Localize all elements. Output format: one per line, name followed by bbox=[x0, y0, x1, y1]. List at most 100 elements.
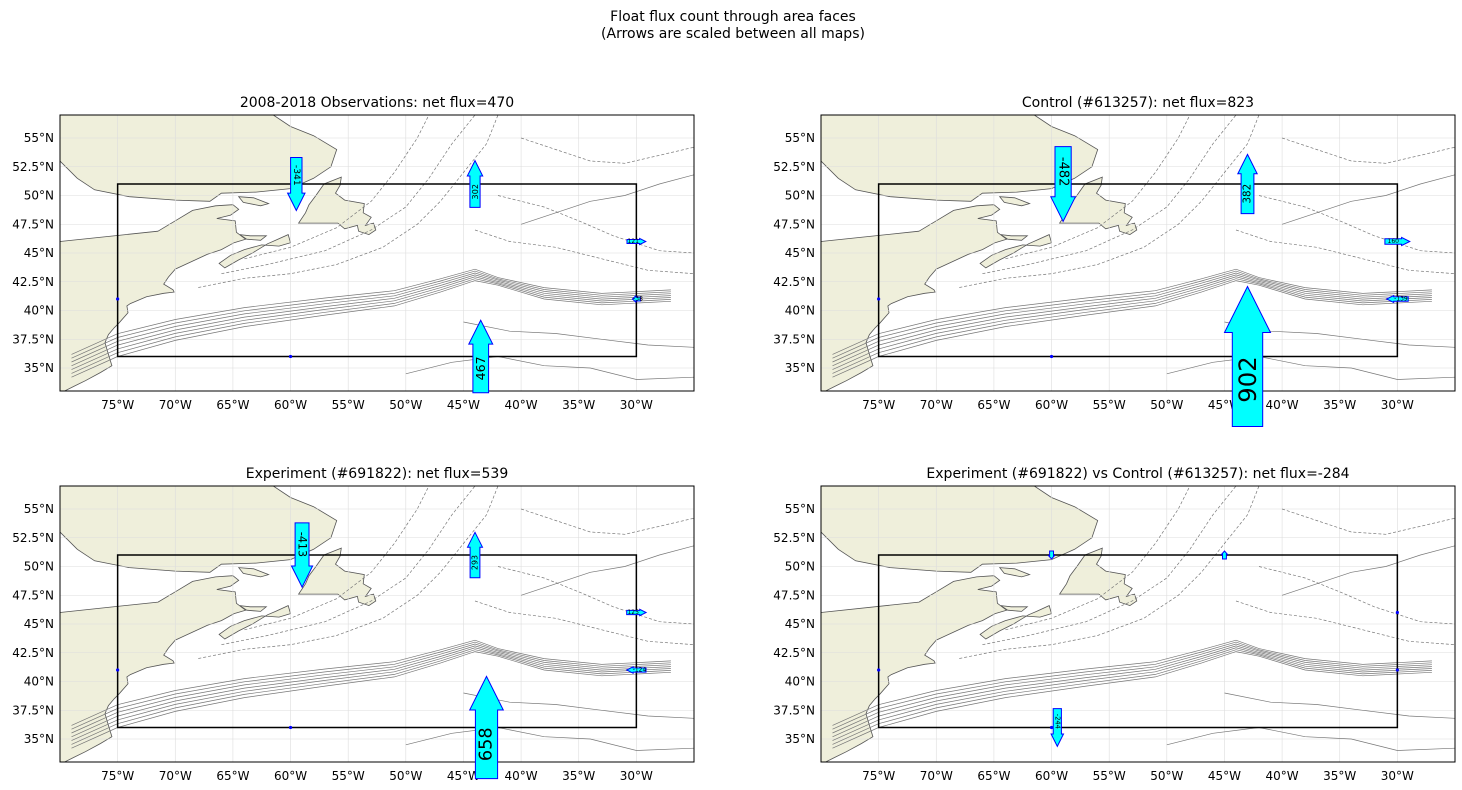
x-tick-label: 45°W bbox=[447, 769, 480, 783]
flux-arrow bbox=[1049, 146, 1077, 223]
map-area bbox=[821, 115, 1455, 391]
contour-line bbox=[463, 321, 694, 348]
contour-line bbox=[71, 645, 671, 738]
axes-frame bbox=[59, 114, 695, 392]
y-tick-label: 42.5°N bbox=[12, 275, 54, 289]
flux-arrow bbox=[288, 725, 293, 730]
flux-arrow bbox=[1395, 610, 1399, 615]
contour-line bbox=[71, 651, 671, 749]
x-tick-label: 50°W bbox=[1150, 398, 1183, 412]
contour-line bbox=[71, 276, 671, 370]
land-mass bbox=[297, 547, 377, 607]
x-tick-label: 70°W bbox=[159, 769, 192, 783]
x-tick-label: 70°W bbox=[920, 769, 953, 783]
flux-arrow bbox=[1220, 550, 1229, 560]
flux-arrow-label: 125 bbox=[627, 609, 639, 616]
flux-arrow-label: -38 bbox=[633, 296, 643, 303]
y-tick-label: 55°N bbox=[24, 131, 54, 145]
contour-line bbox=[71, 639, 671, 726]
flux-arrow bbox=[1385, 294, 1409, 304]
flux-arrow bbox=[1223, 285, 1272, 427]
flux-arrow-label: 293 bbox=[470, 555, 479, 570]
contour-line bbox=[832, 268, 1432, 355]
x-tick-label: 50°W bbox=[389, 398, 422, 412]
y-tick-label: 37.5°N bbox=[12, 332, 54, 346]
flux-arrow bbox=[626, 237, 647, 246]
x-tick-label: 60°W bbox=[274, 769, 307, 783]
flux-arrow-label: 902 bbox=[1233, 356, 1262, 402]
contour-line bbox=[405, 356, 694, 380]
contour-line bbox=[520, 137, 694, 164]
contour-line bbox=[520, 174, 694, 225]
contour-line bbox=[198, 115, 499, 288]
contour-line bbox=[832, 645, 1432, 738]
land-mass bbox=[60, 204, 247, 391]
flux-arrow bbox=[1049, 354, 1054, 359]
contour-line bbox=[832, 649, 1432, 745]
flux-arrow bbox=[116, 668, 120, 672]
x-tick-label: 65°W bbox=[977, 769, 1010, 783]
land-mass bbox=[237, 196, 270, 207]
x-tick-label: 65°W bbox=[216, 769, 249, 783]
y-tick-label: 47.5°N bbox=[773, 588, 815, 602]
land-mass bbox=[60, 575, 247, 762]
contour-line bbox=[71, 270, 671, 359]
land-mass bbox=[239, 605, 268, 612]
contour-line bbox=[221, 115, 476, 275]
contour-line bbox=[497, 195, 694, 254]
contour-line bbox=[71, 649, 671, 745]
contour-line bbox=[244, 486, 430, 631]
x-tick-label: 45°W bbox=[447, 398, 480, 412]
x-tick-label: 75°W bbox=[101, 769, 134, 783]
contour-line bbox=[71, 280, 671, 378]
flux-arrow bbox=[626, 608, 648, 617]
contour-line bbox=[520, 508, 694, 535]
contour-line bbox=[71, 647, 671, 741]
y-tick-label: 40°N bbox=[24, 675, 54, 689]
x-tick-label: 35°W bbox=[562, 769, 595, 783]
contour-line bbox=[1166, 727, 1455, 751]
contour-line bbox=[405, 727, 694, 751]
x-tick-label: 35°W bbox=[1323, 769, 1356, 783]
y-tick-label: 37.5°N bbox=[773, 703, 815, 717]
x-tick-label: 70°W bbox=[920, 398, 953, 412]
x-tick-label: 60°W bbox=[1035, 769, 1068, 783]
x-tick-label: 50°W bbox=[1150, 769, 1183, 783]
flux-arrow-label: 382 bbox=[1242, 184, 1254, 204]
contour-line bbox=[71, 643, 671, 734]
flux-arrow bbox=[631, 294, 641, 304]
area-box bbox=[116, 183, 638, 358]
contour-line bbox=[221, 486, 476, 646]
y-tick-label: 40°N bbox=[24, 304, 54, 318]
land-mass bbox=[821, 204, 1008, 391]
flux-arrow bbox=[1384, 236, 1411, 247]
contour-line bbox=[959, 115, 1260, 288]
contour-line bbox=[1258, 195, 1455, 254]
y-tick-label: 55°N bbox=[785, 502, 815, 516]
y-tick-label: 45°N bbox=[785, 617, 815, 631]
land-mass bbox=[60, 486, 338, 573]
x-tick-label: 40°W bbox=[505, 398, 538, 412]
contour-line bbox=[832, 276, 1432, 370]
flux-arrow-label: 658 bbox=[476, 727, 496, 761]
contour-line bbox=[1224, 692, 1455, 719]
contour-line bbox=[959, 486, 1260, 659]
panel-title: 2008-2018 Observations: net flux=470 bbox=[240, 95, 514, 111]
flux-arrow bbox=[1236, 153, 1259, 215]
contour-line bbox=[1005, 486, 1191, 631]
land-mass bbox=[979, 605, 1052, 640]
y-tick-label: 40°N bbox=[785, 675, 815, 689]
x-tick-label: 40°W bbox=[505, 769, 538, 783]
y-tick-label: 35°N bbox=[785, 361, 815, 375]
x-tick-label: 40°W bbox=[1266, 769, 1299, 783]
y-tick-label: 42.5°N bbox=[773, 275, 815, 289]
contour-line bbox=[1258, 566, 1455, 625]
flux-arrow bbox=[466, 159, 484, 208]
contour-line bbox=[832, 643, 1432, 734]
contour-line bbox=[832, 651, 1432, 749]
map-area bbox=[821, 486, 1455, 762]
y-tick-label: 47.5°N bbox=[12, 588, 54, 602]
flux-arrow-label: -413 bbox=[296, 532, 309, 557]
map-panel: 2008-2018 Observations: net flux=470 75°W… bbox=[12, 95, 695, 412]
flux-arrow bbox=[877, 668, 881, 672]
